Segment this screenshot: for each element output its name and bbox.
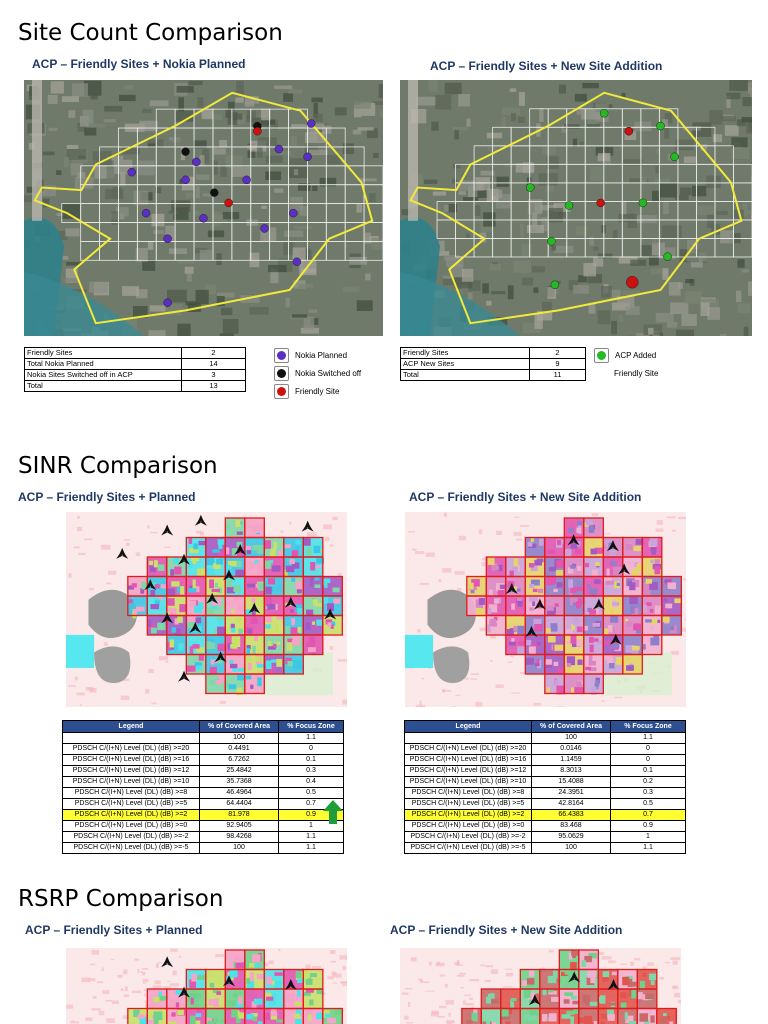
sinr-title: SINR Comparison [18,453,218,479]
table-row: PDSCH C/(I+N) Level (DL) (dB) >=0 92.9405… [62,820,344,832]
site-map-left [24,80,383,336]
sinr-right-subtitle: ACP – Friendly Sites + New Site Addition [409,490,642,504]
sinr-table-left: Legend % of Covered Area % Focus Zone 10… [62,720,344,854]
site-count-title: Site Count Comparison [18,20,283,46]
table-row: Nokia Sites Switched off in ACP 3 [24,369,246,381]
acp-added-icon [594,347,609,363]
table-row: PDSCH C/(I+N) Level (DL) (dB) >=5 64.4404… [62,798,344,810]
site-left-subtitle: ACP – Friendly Sites + Nokia Planned [32,57,246,71]
table-row: ACP New Sites 9 [400,358,586,370]
table-row: 100 1.1 [404,732,686,744]
site-table-left: Friendly Sites 2 Total Nokia Planned 14 No… [24,347,246,392]
table-row: PDSCH C/(I+N) Level (DL) (dB) >=16 1.1459… [404,754,686,766]
table-row: PDSCH C/(I+N) Level (DL) (dB) >=20 0.4491… [62,743,344,755]
table-row: PDSCH C/(I+N) Level (DL) (dB) >=-5 100 1.1 [404,842,686,854]
table-row: PDSCH C/(I+N) Level (DL) (dB) >=5 42.8164… [404,798,686,810]
table-row: Total 11 [400,369,586,381]
sinr-map-left [66,512,347,707]
table-row: PDSCH C/(I+N) Level (DL) (dB) >=2 66.4383… [404,809,686,821]
table-row: PDSCH C/(I+N) Level (DL) (dB) >=8 46.4964… [62,787,344,799]
sinr-left-subtitle: ACP – Friendly Sites + Planned [18,490,196,504]
site-table-right: Friendly Sites 2 ACP New Sites 9 Total 11 [400,347,586,381]
table-row: PDSCH C/(I+N) Level (DL) (dB) >=20 0.0146… [404,743,686,755]
table-row: PDSCH C/(I+N) Level (DL) (dB) >=0 83.468 0… [404,820,686,832]
table-row: Friendly Sites 2 [24,347,246,359]
sinr-table-right: Legend % of Covered Area % Focus Zone 10… [404,720,686,854]
site-right-subtitle: ACP – Friendly Sites + New Site Addition [430,59,663,73]
table-row: Friendly Sites 2 [400,347,586,359]
site-legend-left: Nokia Planned Nokia Switched off Friendl… [274,346,361,400]
table-row: PDSCH C/(I+N) Level (DL) (dB) >=10 35.736… [62,776,344,788]
sinr-map-right [405,512,686,707]
rsrp-right-subtitle: ACP – Friendly Sites + New Site Addition [390,923,623,937]
table-row: PDSCH C/(I+N) Level (DL) (dB) >=-2 98.426… [62,831,344,843]
table-row: PDSCH C/(I+N) Level (DL) (dB) >=-5 100 1.1 [62,842,344,854]
table-row: PDSCH C/(I+N) Level (DL) (dB) >=12 8.3013… [404,765,686,777]
table-row: PDSCH C/(I+N) Level (DL) (dB) >=16 6.7262… [62,754,344,766]
table-row: Total Nokia Planned 14 [24,358,246,370]
table-row: PDSCH C/(I+N) Level (DL) (dB) >=2 81.978 0… [62,809,344,821]
rsrp-map-left [66,948,347,1024]
table-row: PDSCH C/(I+N) Level (DL) (dB) >=8 24.3951… [404,787,686,799]
table-row: PDSCH C/(I+N) Level (DL) (dB) >=10 15.408… [404,776,686,788]
rsrp-left-subtitle: ACP – Friendly Sites + Planned [25,923,203,937]
green-up-arrow-icon [323,800,343,824]
table-row: PDSCH C/(I+N) Level (DL) (dB) >=-2 95.062… [404,831,686,843]
nokia-switched-off-icon [274,365,289,381]
table-row: PDSCH C/(I+N) Level (DL) (dB) >=12 25.484… [62,765,344,777]
site-map-right [400,80,752,336]
site-legend-right: ACP Added Friendly Site [594,346,658,382]
table-row: Total 13 [24,380,246,392]
rsrp-title: RSRP Comparison [18,886,224,912]
rsrp-map-right [400,948,681,1024]
table-row: 100 1.1 [62,732,344,744]
friendly-site-icon [274,383,289,399]
nokia-planned-icon [274,347,289,363]
